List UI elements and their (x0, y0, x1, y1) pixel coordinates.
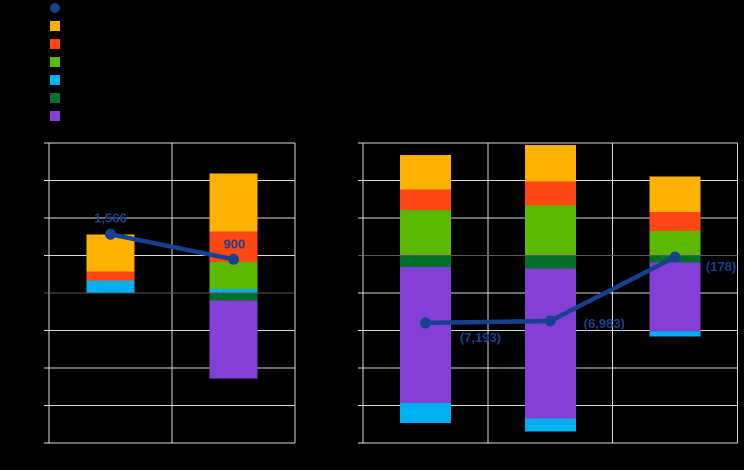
legend-swatch-series-orange (50, 21, 60, 31)
bar-segment-cyan (649, 330, 701, 336)
trend-line (108, 231, 236, 261)
chart-plot: (7,193) (6,983) (178) (357, 142, 738, 443)
bar-segment-green (524, 204, 576, 255)
bar-segment-orange-red (86, 270, 135, 280)
bar-segment-purple (399, 266, 451, 403)
trend-marker (669, 251, 681, 263)
bar-segment-cyan (524, 417, 576, 432)
left-chart-panel: 1,566 900 (44, 142, 296, 443)
bar-segment-orange-red (524, 180, 576, 205)
bar-segment-orange (524, 144, 576, 181)
data-label: 1,566 (94, 210, 127, 225)
bar-segment-dark-green (524, 255, 576, 269)
bar-segment-green (399, 209, 451, 255)
trend-marker (228, 253, 239, 265)
bar-segment-cyan (86, 279, 135, 293)
bar-segment-cyan (209, 288, 258, 293)
data-label: (7,193) (459, 329, 500, 344)
bar-segment-green (209, 261, 258, 289)
data-label: 900 (224, 236, 246, 251)
trend-marker (544, 314, 556, 326)
bar-segment-orange (399, 154, 451, 189)
data-label: (6,983) (583, 315, 624, 330)
bar-segment-dark-green (209, 292, 258, 300)
legend-swatch-line-series (50, 3, 60, 13)
legend-swatch-series-orange-red (50, 39, 60, 49)
bar-segment-purple (524, 268, 576, 418)
data-label: (178) (705, 259, 735, 274)
bar-segment-purple (649, 262, 701, 331)
bar-segment-orange (209, 173, 258, 231)
legend-swatch-series-dark-green (50, 93, 60, 103)
legend-swatch-series-purple (50, 111, 60, 121)
trend-marker (419, 316, 431, 328)
bar-segment-orange-red (649, 211, 701, 231)
bar-segment-cyan (399, 402, 451, 423)
legend-swatch-series-cyan (50, 75, 60, 85)
right-chart-panel: (7,193) (6,983) (178) (357, 142, 738, 443)
bar-segment-purple (209, 299, 258, 379)
bar-segment-orange (86, 233, 135, 271)
bar-segment-orange-red (399, 188, 451, 210)
trend-marker (105, 228, 116, 240)
legend-swatch-series-green (50, 57, 60, 67)
bar-segment-dark-green (399, 255, 451, 267)
chart-plot: 1,566 900 (44, 142, 296, 443)
bar-segment-green (649, 230, 701, 255)
bar-segment-orange (649, 175, 701, 212)
